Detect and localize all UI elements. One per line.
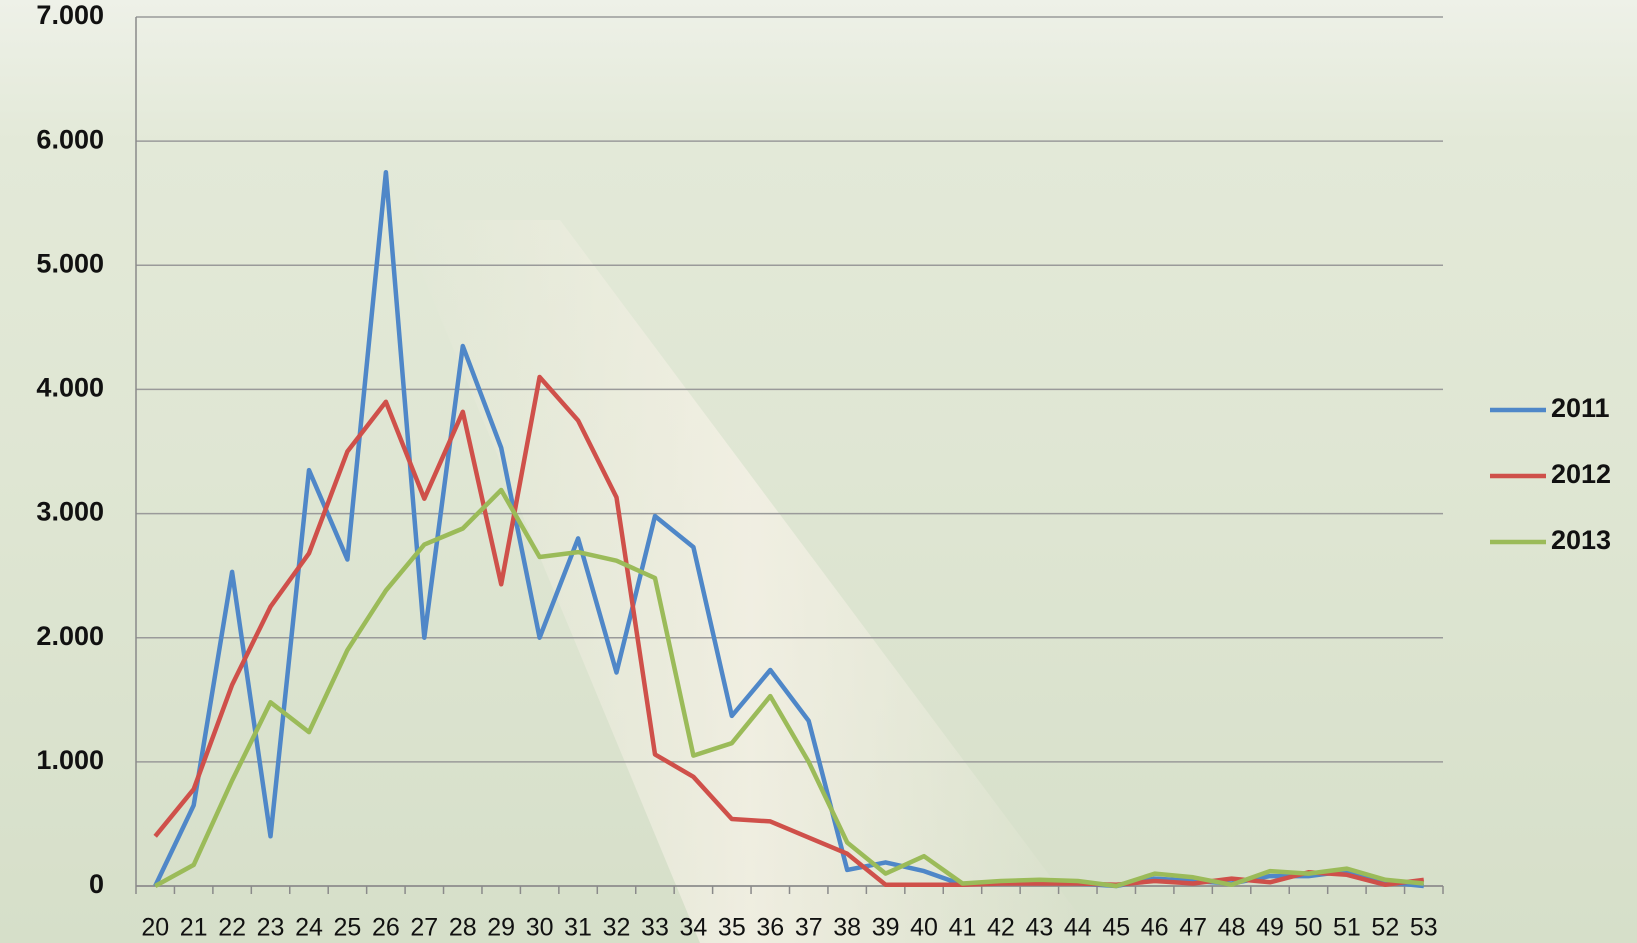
- x-tick-label: 24: [295, 914, 323, 942]
- y-tick-label: 5.000: [36, 248, 104, 278]
- x-tick-label: 22: [218, 914, 246, 942]
- x-tick-label: 34: [679, 914, 707, 942]
- x-tick-label: 36: [756, 914, 784, 942]
- x-tick-label: 47: [1179, 914, 1207, 942]
- x-tick-label: 44: [1064, 914, 1092, 942]
- x-tick-label: 20: [141, 914, 169, 942]
- y-tick-label: 0: [89, 869, 104, 899]
- x-tick-label: 33: [641, 914, 669, 942]
- y-tick-label: 4.000: [36, 373, 104, 403]
- x-tick-label: 29: [487, 914, 515, 942]
- x-tick-label: 48: [1218, 914, 1246, 942]
- x-tick-label: 21: [180, 914, 208, 942]
- y-tick-label: 1.000: [36, 745, 104, 775]
- x-tick-label: 50: [1295, 914, 1323, 942]
- series-line: [154, 487, 1425, 889]
- x-tick-label: 25: [334, 914, 362, 942]
- legend-label: 2012: [1551, 459, 1611, 489]
- legend-label: 2011: [1551, 393, 1610, 423]
- x-tick-label: 51: [1333, 914, 1361, 942]
- legend-label: 2013: [1551, 525, 1611, 555]
- x-tick-label: 49: [1256, 914, 1284, 942]
- x-tick-label: 26: [372, 914, 400, 942]
- x-tick-label: 53: [1410, 914, 1438, 942]
- x-tick-label: 45: [1102, 914, 1130, 942]
- x-tick-label: 39: [872, 914, 900, 942]
- x-tick-label: 52: [1371, 914, 1399, 942]
- x-tick-label: 32: [603, 914, 631, 942]
- x-tick-label: 27: [410, 914, 438, 942]
- y-tick-label: 7.000: [36, 0, 104, 30]
- x-tick-label: 46: [1141, 914, 1169, 942]
- x-tick-label: 37: [795, 914, 823, 942]
- x-tick-label: 41: [949, 914, 977, 942]
- y-tick-label: 2.000: [36, 621, 104, 651]
- y-tick-label: 3.000: [36, 497, 104, 527]
- x-tick-label: 38: [833, 914, 861, 942]
- y-tick-label: 6.000: [36, 124, 104, 154]
- x-tick-label: 28: [449, 914, 477, 942]
- x-tick-label: 42: [987, 914, 1015, 942]
- x-tick-label: 35: [718, 914, 746, 942]
- x-tick-label: 40: [910, 914, 938, 942]
- x-tick-label: 43: [1025, 914, 1053, 942]
- x-tick-label: 23: [257, 914, 285, 942]
- x-tick-label: 30: [526, 914, 554, 942]
- x-tick-label: 31: [564, 914, 592, 942]
